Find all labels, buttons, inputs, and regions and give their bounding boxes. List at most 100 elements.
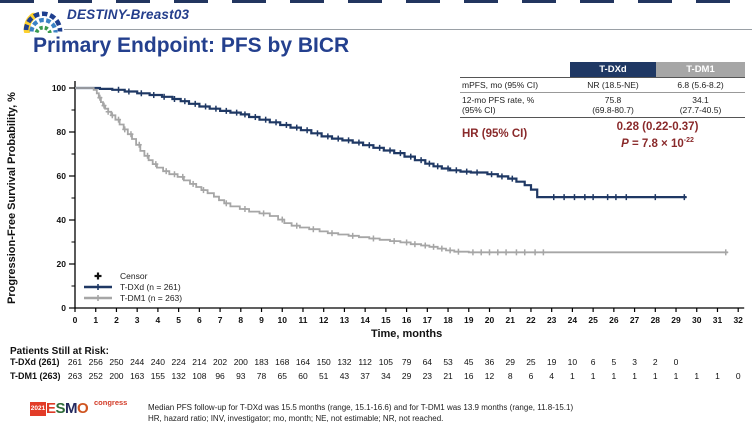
p-italic: P bbox=[621, 137, 629, 150]
risk-count: 78 bbox=[256, 371, 267, 381]
legend-label: T-DXd (n = 261) bbox=[120, 282, 181, 292]
risk-count: 29 bbox=[401, 371, 412, 381]
stats-row2-label: 12-mo PFS rate, % (95% CI) bbox=[460, 93, 570, 117]
page-title: Primary Endpoint: PFS by BICR bbox=[33, 34, 350, 57]
fan-inner-arc bbox=[34, 25, 52, 33]
x-tick-label: 0 bbox=[73, 315, 78, 325]
stats-header-tdm1: T-DM1 bbox=[656, 62, 745, 77]
y-axis-label: Progression-Free Survival Probability, % bbox=[6, 92, 18, 304]
x-tick-label: 23 bbox=[547, 315, 557, 325]
y-tick-label: 40 bbox=[57, 215, 67, 225]
y-tick-label: 100 bbox=[52, 83, 66, 93]
stats-rule bbox=[460, 117, 745, 118]
x-tick-label: 2 bbox=[114, 315, 119, 325]
x-tick-label: 31 bbox=[713, 315, 723, 325]
risk-count: 1 bbox=[590, 371, 596, 381]
risk-count: 3 bbox=[632, 357, 637, 367]
stats-row2-label-line2: (95% CI) bbox=[462, 105, 496, 115]
risk-count: 1 bbox=[570, 371, 575, 381]
risk-count: 250 bbox=[109, 357, 124, 367]
risk-count: 34 bbox=[381, 371, 391, 381]
stats-row2-tdm1-line2: (27.7-40.5) bbox=[679, 105, 722, 115]
risk-count: 112 bbox=[358, 357, 372, 367]
esmo-wordmark: ESMO bbox=[46, 399, 89, 419]
risk-count: 37 bbox=[360, 371, 370, 381]
study-name: DESTINY-Breast03 bbox=[67, 7, 190, 22]
risk-count: 36 bbox=[484, 357, 495, 367]
risk-count: 150 bbox=[316, 357, 331, 367]
stats-row2-tdxd-line1: 75.8 bbox=[604, 95, 622, 105]
y-tick-label: 20 bbox=[57, 259, 67, 269]
p-exponent: -22 bbox=[683, 137, 694, 144]
risk-count: 96 bbox=[215, 371, 225, 381]
risk-count: 1 bbox=[694, 371, 700, 381]
stats-header-tdxd: T-DXd bbox=[570, 62, 656, 77]
x-tick-label: 27 bbox=[630, 315, 640, 325]
x-tick-label: 28 bbox=[651, 315, 661, 325]
risk-count: 53 bbox=[443, 357, 453, 367]
fan-outer-arc bbox=[23, 11, 63, 32]
x-tick-label: 30 bbox=[692, 315, 702, 325]
esmo-letter: E bbox=[46, 400, 56, 417]
risk-count: 29 bbox=[505, 357, 515, 367]
legend-label: T-DM1 (n = 263) bbox=[120, 293, 182, 303]
risk-count: 1 bbox=[652, 371, 658, 381]
hr-value: 0.28 (0.22-0.37) P = 7.8 × 10-22 bbox=[570, 118, 745, 151]
x-tick-label: 16 bbox=[402, 315, 412, 325]
hr-label: HR (95% CI) bbox=[462, 128, 528, 141]
p-body: = 7.8 × 10 bbox=[628, 137, 684, 150]
x-tick-label: 1 bbox=[93, 315, 98, 325]
x-tick-label: 19 bbox=[464, 315, 474, 325]
risk-count: 163 bbox=[130, 371, 145, 381]
x-tick-label: 10 bbox=[278, 315, 288, 325]
risk-count: 8 bbox=[507, 371, 513, 381]
risk-count: 105 bbox=[378, 357, 393, 367]
risk-count: 0 bbox=[735, 371, 741, 381]
stats-row1-label: mPFS, mo (95% CI) bbox=[462, 80, 539, 90]
risk-count: 261 bbox=[67, 357, 83, 367]
risk-count: 1 bbox=[611, 371, 617, 381]
risk-count: 200 bbox=[109, 371, 124, 381]
x-tick-label: 13 bbox=[340, 315, 350, 325]
x-tick-label: 11 bbox=[298, 315, 307, 325]
x-tick-label: 7 bbox=[218, 315, 223, 325]
risk-count: 51 bbox=[318, 371, 329, 381]
x-tick-label: 5 bbox=[176, 315, 181, 325]
risk-count: 2 bbox=[652, 357, 658, 367]
stats-row2-tdm1-line1: 34.1 bbox=[692, 95, 709, 105]
footnote-line2: HR, hazard ratio; INV, investigator; mo,… bbox=[148, 414, 444, 423]
risk-count: 60 bbox=[298, 371, 308, 381]
risk-count: 23 bbox=[422, 371, 433, 381]
x-tick-label: 29 bbox=[671, 315, 681, 325]
stats-corner-cell bbox=[460, 62, 570, 77]
risk-count: 5 bbox=[611, 357, 617, 367]
risk-count: 164 bbox=[295, 357, 311, 367]
stats-row2-tdxd: 75.8 (69.8-80.7) bbox=[570, 93, 656, 117]
risk-row-tdm1: T-DM1 (263) 263 252 200 163 155 132 108 96 93 78 6… bbox=[0, 371, 752, 383]
y-tick-label: 80 bbox=[57, 127, 67, 137]
risk-count: 240 bbox=[150, 357, 165, 367]
stats-rule bbox=[460, 77, 745, 78]
risk-count: 19 bbox=[546, 357, 557, 367]
risk-count: 244 bbox=[130, 357, 145, 367]
x-tick-label: 3 bbox=[135, 315, 140, 325]
risk-count: 93 bbox=[236, 371, 246, 381]
x-tick-label: 24 bbox=[568, 315, 578, 325]
footnotes: Median PFS follow-up for T-DXd was 15.5 … bbox=[148, 402, 573, 424]
risk-count: 16 bbox=[464, 371, 474, 381]
fan-middle-arc bbox=[29, 17, 58, 33]
x-tick-label: 26 bbox=[609, 315, 619, 325]
risk-row-label: T-DM1 (263) bbox=[10, 371, 61, 381]
x-tick-label: 20 bbox=[485, 315, 495, 325]
risk-count: 0 bbox=[673, 357, 679, 367]
x-axis-label: Time, months bbox=[371, 328, 442, 340]
risk-count: 183 bbox=[254, 357, 269, 367]
x-tick-label: 9 bbox=[259, 315, 264, 325]
x-tick-label: 22 bbox=[526, 315, 536, 325]
stats-table: T-DXd T-DM1 mPFS, mo (95% CI) NR (18.5-N… bbox=[460, 62, 745, 151]
header-divider bbox=[64, 29, 752, 30]
x-tick-label: 17 bbox=[423, 315, 433, 325]
risk-count: 214 bbox=[192, 357, 207, 367]
risk-table-title: Patients Still at Risk: bbox=[10, 346, 109, 357]
